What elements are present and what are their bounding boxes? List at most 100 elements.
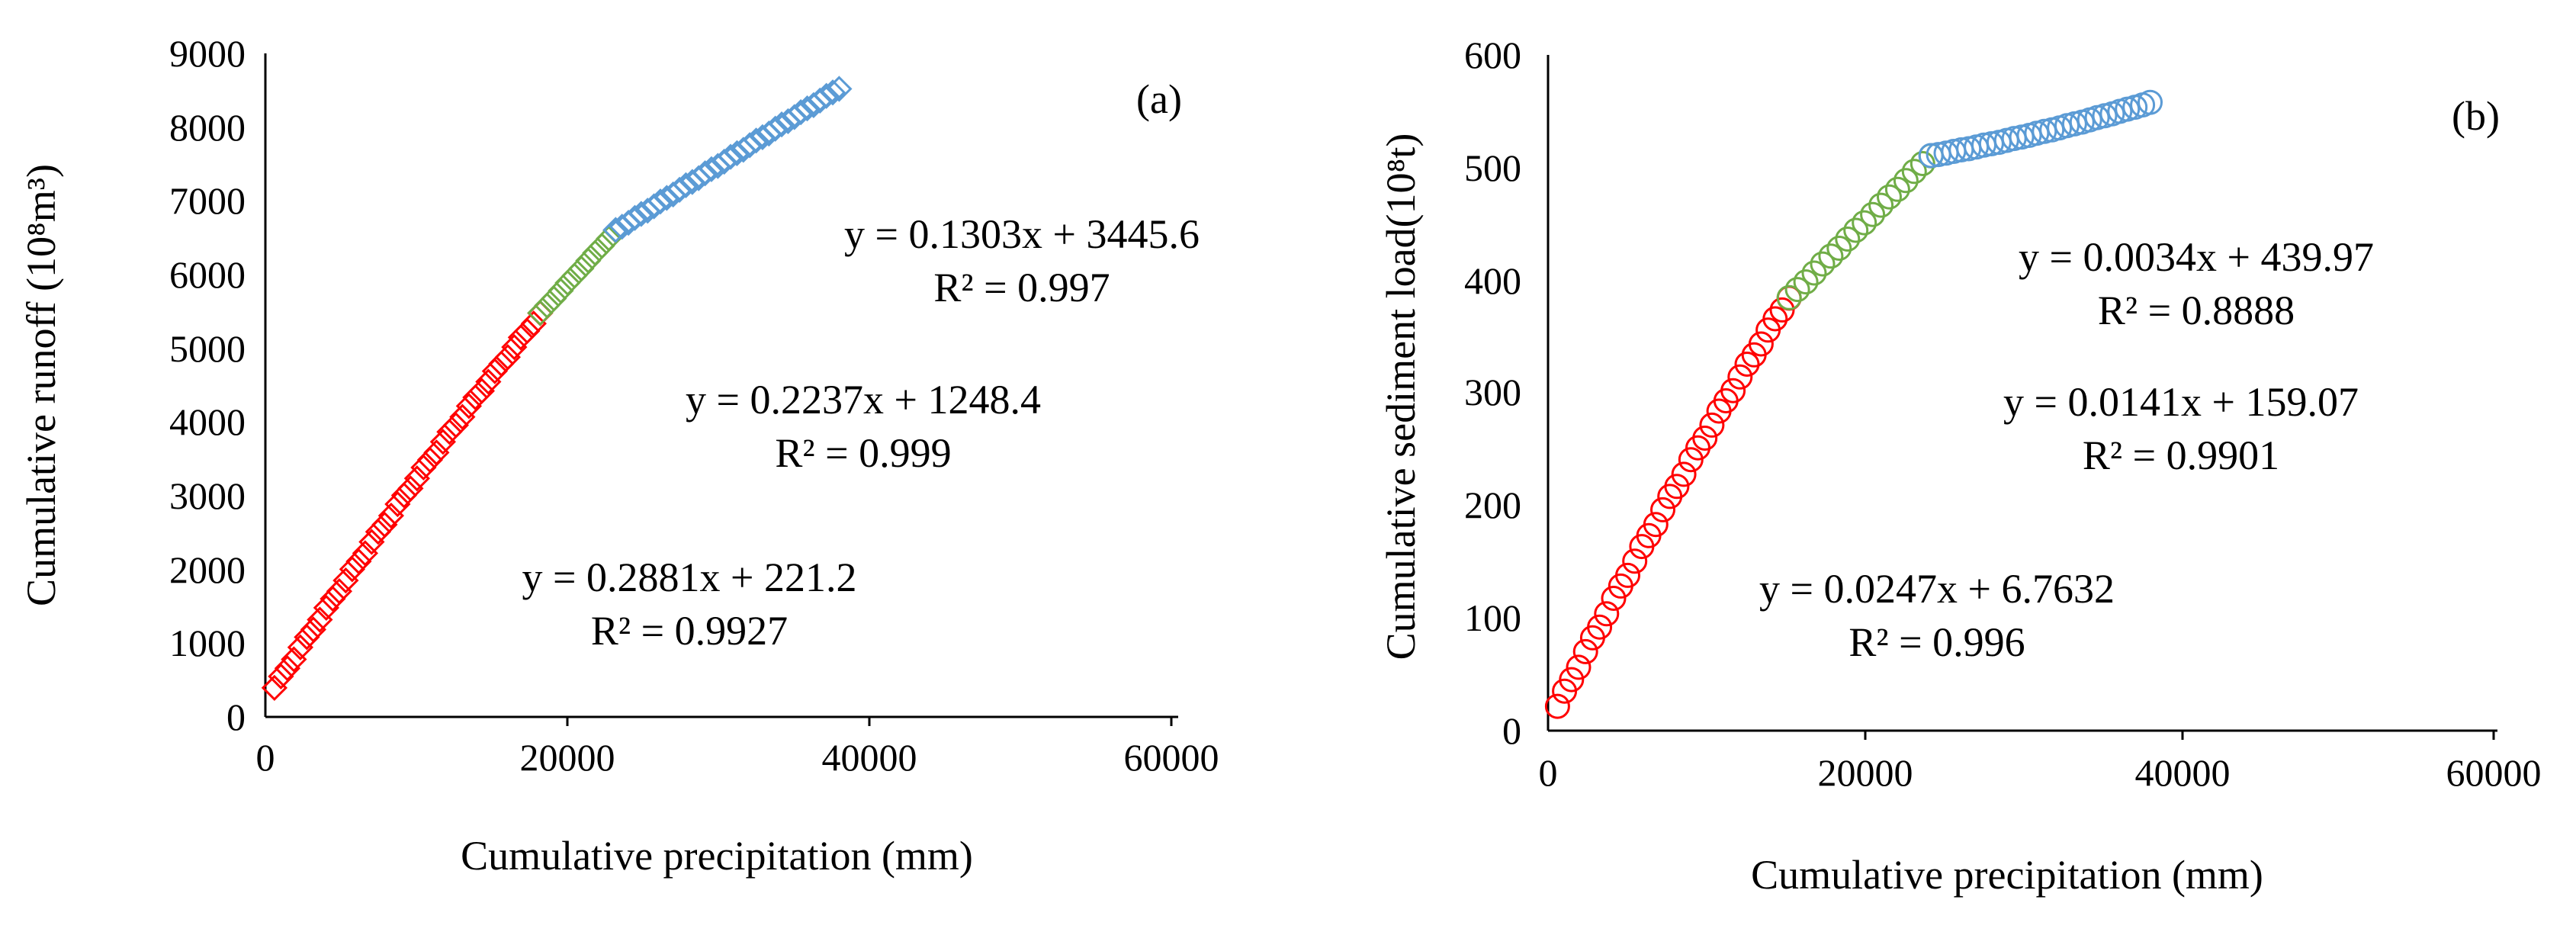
data-point-period-2 (1884, 176, 1910, 202)
data-point-period-2 (1835, 227, 1861, 252)
data-point-period-2 (1901, 159, 1927, 185)
data-point-period-2 (561, 262, 588, 289)
y-tick-label: 9000 (169, 32, 246, 75)
y-tick-label: 500 (1464, 146, 1521, 189)
data-point-period-1 (507, 324, 534, 351)
panel-b-x-tick-labels: 0 20000 40000 60000 (1539, 751, 2542, 794)
data-point-period-3 (692, 160, 718, 187)
y-tick-label: 5000 (169, 327, 246, 370)
data-point-period-1 (442, 412, 469, 439)
data-point-period-2 (589, 233, 615, 259)
data-point-period-3 (813, 82, 840, 109)
data-point-period-3 (628, 201, 654, 227)
data-point-period-2 (1893, 168, 1919, 194)
data-point-period-1 (494, 344, 521, 371)
data-point-period-1 (520, 310, 547, 337)
fit-equation: y = 0.2881x + 221.2 (522, 554, 857, 600)
y-tick-label: 200 (1464, 484, 1521, 526)
data-point-period-3 (788, 99, 814, 126)
data-point-period-3 (673, 172, 699, 199)
panel-b-x-axis-title: Cumulative precipitation (mm) (1751, 852, 2263, 898)
data-point-period-1 (326, 578, 352, 605)
data-point-period-3 (647, 188, 674, 215)
data-point-period-1 (1699, 412, 1725, 438)
data-point-period-3 (819, 79, 846, 106)
data-point-period-1 (287, 634, 313, 660)
data-point-period-1 (1559, 667, 1585, 693)
data-point-period-3 (641, 193, 667, 220)
data-point-period-1 (1572, 638, 1598, 664)
data-point-period-1 (384, 490, 411, 518)
data-point-period-1 (1671, 461, 1697, 487)
fit-equation: y = 0.0141x + 159.07 (2003, 379, 2359, 425)
data-point-period-1 (307, 606, 333, 633)
data-point-period-1 (313, 594, 339, 622)
x-tick-label: 20000 (520, 736, 615, 779)
data-point-period-1 (429, 429, 456, 455)
fit-r-squared: R² = 0.9901 (2083, 432, 2279, 478)
y-tick-label: 2000 (169, 548, 246, 591)
y-tick-label: 6000 (169, 253, 246, 296)
data-point-period-1 (462, 384, 489, 411)
data-point-period-3 (743, 127, 769, 154)
y-tick-label: 0 (1502, 709, 1521, 752)
data-point-period-3 (602, 217, 629, 243)
data-point-period-2 (1784, 277, 1810, 303)
y-tick-label: 7000 (169, 179, 246, 222)
data-point-period-1 (1615, 562, 1640, 588)
data-point-period-1 (1748, 331, 1774, 357)
data-point-period-3 (698, 156, 725, 182)
data-point-period-1 (1762, 306, 1788, 332)
x-tick-label: 40000 (822, 736, 917, 779)
data-point-period-1 (468, 378, 495, 404)
fit-equation: y = 0.1303x + 3445.6 (844, 211, 1200, 257)
panel-b-axes (1547, 55, 2497, 740)
data-point-period-1 (365, 519, 391, 545)
data-point-period-3 (794, 95, 821, 122)
panel-a-y-tick-labels: 0 1000 2000 3000 4000 5000 6000 7000 800… (169, 32, 246, 738)
data-point-period-1 (345, 548, 372, 575)
data-point-period-1 (332, 567, 359, 594)
y-tick-label: 4000 (169, 400, 246, 443)
data-point-period-3 (768, 111, 795, 138)
data-point-period-1 (481, 358, 508, 384)
data-point-period-2 (596, 225, 622, 252)
fit-equation: y = 0.0247x + 6.7632 (1759, 566, 2115, 612)
data-point-period-3 (654, 185, 680, 211)
y-tick-label: 0 (226, 696, 246, 738)
panel-a-y-axis-title: Cumulative runoff (10⁸m³) (18, 164, 64, 606)
fit-r-squared: R² = 0.8888 (2098, 288, 2295, 333)
panel-a-axes (264, 53, 1178, 726)
data-point-period-1 (455, 393, 482, 419)
data-point-period-3 (737, 132, 763, 159)
data-point-period-1 (339, 556, 365, 583)
data-point-period-2 (582, 239, 609, 266)
data-point-period-1 (1650, 497, 1675, 522)
data-point-period-1 (1643, 512, 1669, 538)
y-tick-label: 600 (1464, 34, 1521, 76)
data-point-period-1 (1664, 474, 1690, 500)
y-tick-label: 3000 (169, 474, 246, 517)
fit-r-squared: R² = 0.996 (1848, 619, 2025, 665)
data-point-period-1 (274, 655, 301, 682)
data-point-period-1 (1566, 654, 1592, 680)
data-point-period-1 (1727, 364, 1753, 390)
data-point-period-1 (377, 502, 404, 529)
data-point-period-1 (1594, 601, 1620, 627)
data-point-period-1 (449, 403, 476, 430)
fit-r-squared: R² = 0.997 (933, 265, 1110, 310)
data-point-period-2 (1826, 236, 1852, 261)
data-point-period-2 (1877, 184, 1902, 210)
data-point-period-1 (320, 586, 346, 612)
data-point-period-2 (1793, 269, 1819, 295)
data-point-period-3 (622, 204, 648, 231)
panel-a-x-tick-labels: 0 20000 40000 60000 (256, 736, 1219, 779)
data-point-period-1 (1622, 548, 1648, 574)
data-point-period-2 (554, 269, 581, 297)
x-tick-label: 0 (1539, 751, 1558, 794)
y-tick-label: 8000 (169, 106, 246, 149)
data-point-period-2 (1860, 201, 1886, 227)
data-point-period-3 (2107, 98, 2133, 124)
data-point-period-1 (410, 454, 437, 481)
